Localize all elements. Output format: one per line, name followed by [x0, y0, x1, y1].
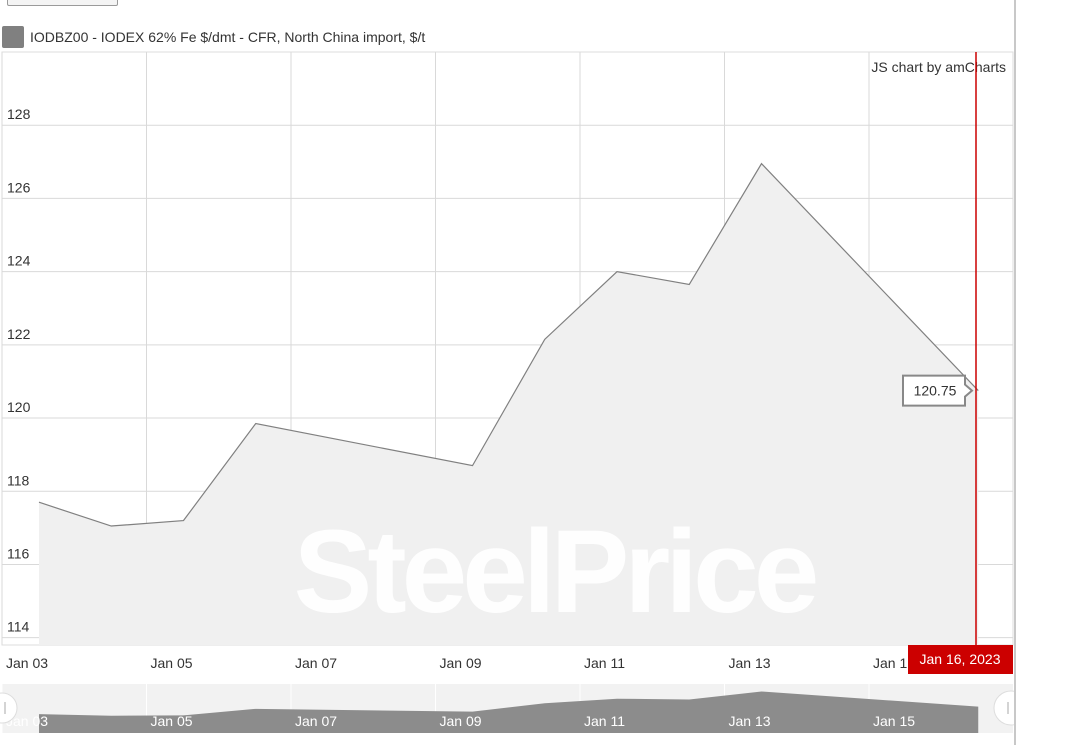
navigator-tick-label: Jan 03 [6, 713, 48, 729]
x-tick-label: Jan 1 [873, 655, 907, 671]
period-selector-button[interactable] [7, 0, 118, 6]
y-tick-label: 122 [7, 326, 31, 342]
cursor: 120.75 Jan 16, 2023 [902, 52, 1013, 674]
navigator-left-grip[interactable] [0, 692, 18, 724]
watermark: SteelPrice [294, 506, 816, 638]
panel-border [1014, 0, 1016, 745]
y-tick-label: 114 [7, 619, 30, 635]
legend[interactable]: IODBZ00 - IODEX 62% Fe $/dmt - CFR, Nort… [2, 26, 425, 48]
y-tick-label: 124 [7, 253, 31, 269]
x-tick-label: Jan 11 [584, 655, 625, 671]
y-tick-label: 116 [7, 545, 30, 561]
cursor-value-balloon [902, 374, 974, 407]
y-tick-label: 128 [7, 106, 31, 122]
legend-label: IODBZ00 - IODEX 62% Fe $/dmt - CFR, Nort… [30, 29, 426, 45]
y-tick-label: 120 [7, 399, 31, 415]
series-area [38, 162, 979, 645]
legend-swatch [2, 26, 24, 48]
series-line [38, 162, 979, 527]
cursor-date-badge [908, 645, 1013, 674]
y-tick-label: 118 [7, 472, 30, 488]
navigator-tick-label: Jan 05 [151, 713, 193, 729]
navigator-tick-label: Jan 07 [295, 713, 337, 729]
x-tick-label: Jan 09 [440, 655, 482, 671]
x-axis: Jan 03 Jan 05 Jan 07 Jan 09 Jan 11 Jan 13 Jan … [6, 655, 907, 671]
series-fill [39, 163, 979, 645]
y-axis: 114 116 118 120 122 124 126 128 [7, 106, 31, 634]
amcharts-credit[interactable]: JS chart by amCharts [871, 59, 1006, 75]
navigator-series [39, 691, 979, 733]
navigator-right-grip[interactable] [993, 690, 1014, 726]
x-tick-label: Jan 07 [295, 655, 337, 671]
x-tick-label: Jan 13 [729, 655, 771, 671]
x-tick-label: Jan 05 [151, 655, 193, 671]
x-tick-label: Jan 03 [6, 655, 48, 671]
navigator-tick-label: Jan 13 [729, 713, 771, 729]
scrollbar-navigator[interactable]: Jan 03 Jan 05 Jan 07 Jan 09 Jan 11 Jan 13 Jan … [0, 684, 1014, 733]
y-tick-label: 126 [7, 179, 31, 195]
navigator-tick-label: Jan 15 [873, 713, 915, 729]
cursor-date-label: Jan 16, 2023 [920, 651, 1001, 667]
navigator-tick-label: Jan 09 [440, 713, 482, 729]
navigator-tick-label: Jan 11 [584, 713, 625, 729]
price-chart: SteelPrice 114 116 118 120 122 124 126 128 Jan … [0, 51, 1014, 733]
cursor-value-label: 120.75 [914, 383, 957, 399]
